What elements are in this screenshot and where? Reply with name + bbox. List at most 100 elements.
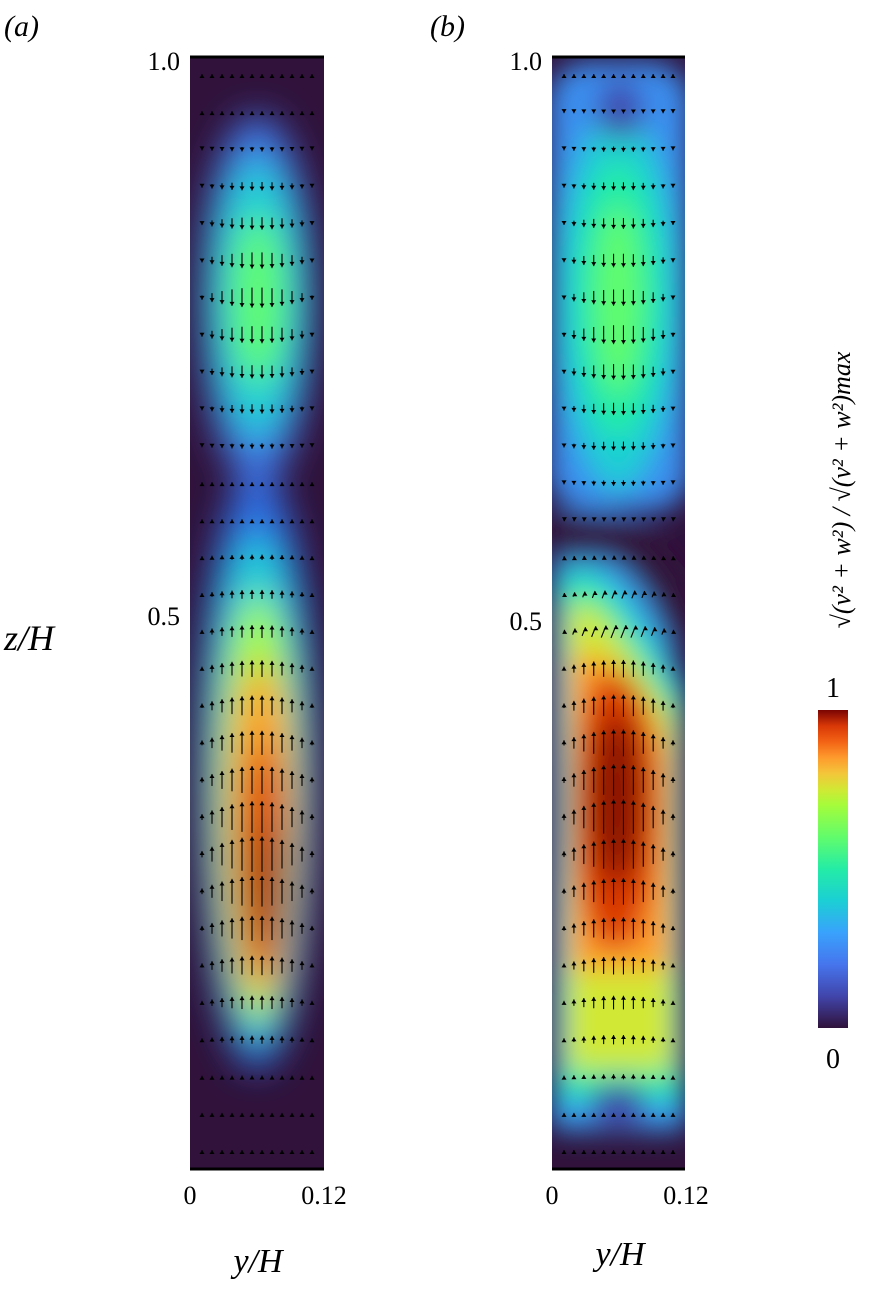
velocity-arrowhead	[581, 372, 587, 377]
velocity-arrowhead	[229, 554, 235, 559]
velocity-arrowhead	[199, 556, 205, 561]
velocity-arrowhead	[199, 443, 205, 448]
velocity-arrowhead	[670, 74, 676, 78]
velocity-arrowhead	[299, 443, 305, 448]
velocity-arrowhead	[209, 1112, 215, 1117]
velocity-arrowhead	[561, 220, 567, 225]
velocity-arrowhead	[640, 996, 646, 1001]
velocity-arrowhead	[309, 777, 315, 782]
velocity-arrowhead	[199, 1112, 205, 1117]
velocity-arrowhead	[670, 332, 676, 337]
velocity-arrowhead	[259, 444, 265, 449]
velocity-arrowhead	[219, 881, 225, 886]
velocity-arrowhead	[670, 813, 676, 818]
velocity-arrowhead	[611, 729, 617, 734]
velocity-arrowhead	[571, 407, 577, 412]
velocity-arrowhead	[660, 407, 666, 412]
velocity-arrowhead	[613, 625, 619, 630]
velocity-arrowhead	[611, 375, 617, 380]
velocity-arrowhead	[561, 74, 567, 78]
velocity-arrowhead	[229, 373, 235, 378]
velocity-arrowhead	[571, 1075, 577, 1080]
velocity-arrowhead	[561, 888, 567, 893]
ytick-1-a: 1.0	[148, 47, 181, 76]
velocity-arrowhead	[249, 589, 255, 594]
velocity-arrowhead	[670, 1150, 676, 1154]
velocity-arrowhead	[239, 802, 245, 807]
velocity-arrowhead	[601, 375, 607, 380]
velocity-arrowhead	[601, 262, 607, 267]
velocity-arrowhead	[591, 731, 597, 736]
velocity-arrowhead	[209, 555, 215, 560]
velocity-arrowhead	[581, 698, 587, 703]
velocity-arrowhead	[309, 740, 315, 745]
panel-label-a: (a)	[4, 10, 39, 43]
velocity-arrowhead	[249, 264, 255, 269]
velocity-arrowhead	[279, 554, 285, 559]
velocity-arrowhead	[620, 956, 626, 961]
velocity-arrowhead	[620, 659, 626, 664]
velocity-arrowhead	[571, 184, 577, 189]
velocity-arrowhead	[670, 220, 676, 225]
velocity-arrowhead	[601, 1074, 607, 1079]
velocity-arrowhead	[591, 1150, 597, 1154]
velocity-arrowhead	[660, 923, 666, 928]
velocity-arrowhead	[279, 444, 285, 449]
velocity-arrowhead	[640, 880, 646, 885]
velocity-arrowhead	[259, 74, 265, 78]
velocity-arrowhead	[229, 804, 235, 809]
velocity-arrowhead	[571, 334, 577, 339]
velocity-arrowhead	[601, 555, 607, 560]
velocity-arrowhead	[630, 917, 636, 922]
velocity-arrowhead	[582, 591, 588, 596]
velocity-arrowhead	[561, 926, 567, 931]
velocity-arrowhead	[309, 221, 315, 226]
velocity-arrowhead	[642, 626, 648, 631]
velocity-arrowhead	[239, 554, 245, 559]
velocity-arrowhead	[561, 813, 567, 818]
velocity-arrowhead	[601, 996, 607, 1001]
velocity-arrowhead	[259, 1035, 265, 1040]
velocity-arrowhead	[601, 800, 607, 805]
velocity-arrowhead	[199, 850, 205, 855]
velocity-arrowhead	[660, 773, 666, 778]
velocity-arrowhead	[209, 146, 215, 151]
velocity-arrowhead	[279, 1150, 285, 1154]
velocity-arrowhead	[611, 1112, 617, 1117]
velocity-arrowhead	[269, 303, 275, 308]
velocity-arrowhead	[571, 297, 577, 302]
velocity-arrowhead	[581, 481, 587, 486]
velocity-arrowhead	[249, 444, 255, 449]
velocity-arrowhead	[630, 339, 636, 344]
velocity-arrowhead	[269, 225, 275, 230]
velocity-arrowhead	[229, 918, 235, 923]
velocity-arrowhead	[229, 878, 235, 883]
velocity-arrowhead	[620, 109, 626, 114]
velocity-arrowhead	[611, 694, 617, 699]
velocity-arrowhead	[640, 374, 646, 379]
velocity-arrowhead	[630, 695, 636, 700]
velocity-arrowhead	[581, 1036, 587, 1041]
velocity-arrowhead	[561, 1112, 567, 1117]
velocity-arrowhead	[562, 593, 568, 598]
velocity-arrowhead	[670, 777, 676, 782]
velocity-arrowhead	[299, 922, 305, 927]
velocity-arrowhead	[670, 369, 676, 374]
velocity-arrowhead	[561, 666, 567, 671]
velocity-arrowhead	[611, 877, 617, 882]
velocity-arrowhead	[642, 591, 648, 596]
velocity-arrowhead	[640, 841, 646, 846]
velocity-arrowhead	[670, 740, 676, 745]
panel-b: (b) 1.0 0.5 0 0.12	[430, 10, 709, 1273]
velocity-arrowhead	[289, 997, 295, 1002]
velocity-arrowhead	[591, 661, 597, 666]
velocity-arrowhead	[620, 917, 626, 922]
velocity-arrowhead	[309, 963, 315, 968]
velocity-arrowhead	[309, 1000, 315, 1005]
velocity-arrowhead	[630, 1074, 636, 1079]
velocity-arrowhead	[299, 74, 305, 78]
velocity-arrowhead	[651, 591, 657, 596]
velocity-arrowhead	[561, 777, 567, 782]
velocity-arrowhead	[581, 147, 587, 152]
